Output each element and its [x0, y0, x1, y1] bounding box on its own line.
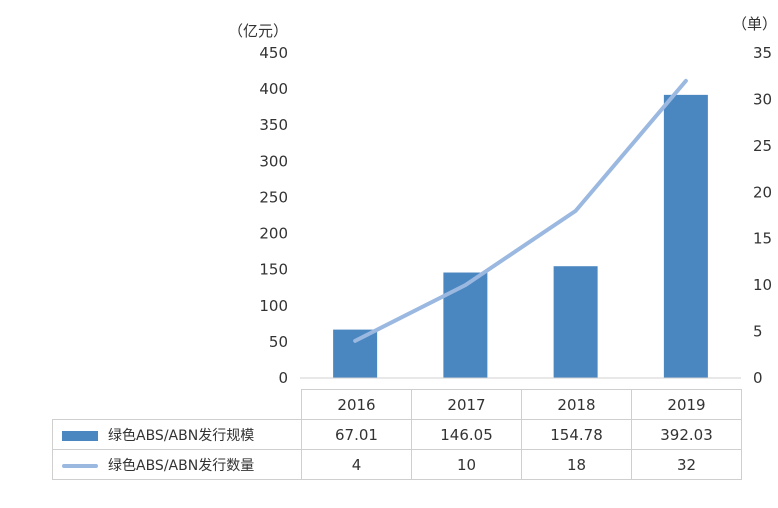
legend-entry-bar: 绿色ABS/ABN发行规模 — [52, 419, 302, 450]
left-tick-label: 300 — [259, 152, 288, 170]
right-tick-label: 20 — [753, 183, 772, 201]
right-tick-label: 35 — [753, 44, 772, 62]
data-table: 2016 2017 2018 2019 绿色ABS/ABN发行规模 67.01 … — [52, 389, 742, 480]
bar — [443, 272, 488, 378]
line-swatch-icon — [62, 463, 98, 468]
table-cell: 67.01 — [301, 419, 412, 450]
series-line — [353, 78, 688, 343]
legend-label: 绿色ABS/ABN发行规模 — [108, 427, 255, 444]
bar-series — [333, 94, 708, 379]
right-axis-unit: （单） — [732, 15, 777, 33]
left-tick-label: 200 — [259, 225, 288, 243]
right-tick-label: 10 — [753, 276, 772, 294]
right-tick-label: 5 — [753, 323, 763, 341]
left-tick-label: 400 — [259, 80, 288, 98]
table-row: 绿色ABS/ABN发行规模 67.01 146.05 154.78 392.03 — [52, 419, 742, 450]
corner-cell — [52, 389, 302, 420]
right-tick-label: 25 — [753, 137, 772, 155]
left-axis-unit: （亿元） — [228, 22, 288, 40]
table-cell: 18 — [521, 449, 632, 480]
table-cell: 32 — [631, 449, 742, 480]
bar-swatch-icon — [62, 430, 98, 441]
table-cell: 392.03 — [631, 419, 742, 450]
bar — [553, 266, 598, 378]
right-tick-label: 0 — [753, 369, 763, 387]
left-tick-label: 150 — [259, 261, 288, 279]
left-tick-label: 350 — [259, 116, 288, 134]
header-row: 2016 2017 2018 2019 — [52, 389, 742, 420]
table-cell: 146.05 — [411, 419, 522, 450]
left-tick-label: 250 — [259, 188, 288, 206]
bar — [333, 329, 378, 378]
right-tick-label: 15 — [753, 230, 772, 248]
left-tick-label: 100 — [259, 297, 288, 315]
left-tick-label: 50 — [269, 333, 288, 351]
header-cell: 2019 — [631, 389, 742, 420]
bar — [663, 94, 708, 379]
table-cell: 154.78 — [521, 419, 632, 450]
line-series — [353, 78, 688, 343]
table-cell: 4 — [301, 449, 412, 480]
right-tick-label: 30 — [753, 90, 772, 108]
table-cell: 10 — [411, 449, 522, 480]
header-cell: 2016 — [301, 389, 412, 420]
left-axis-ticks: 0 50 100 150 200 250 300 350 400 450 — [259, 44, 288, 387]
right-axis-ticks: 0 5 10 15 20 25 30 35 — [753, 44, 772, 387]
left-tick-label: 450 — [259, 44, 288, 62]
header-cell: 2018 — [521, 389, 632, 420]
combo-chart: （亿元） （单） 0 50 100 150 200 250 300 350 400 450 0 5 1… — [228, 15, 777, 387]
left-tick-label: 0 — [278, 369, 288, 387]
header-cell: 2017 — [411, 389, 522, 420]
legend-entry-line: 绿色ABS/ABN发行数量 — [52, 449, 302, 480]
table-row: 绿色ABS/ABN发行数量 4 10 18 32 — [52, 449, 742, 480]
legend-label: 绿色ABS/ABN发行数量 — [108, 457, 255, 474]
